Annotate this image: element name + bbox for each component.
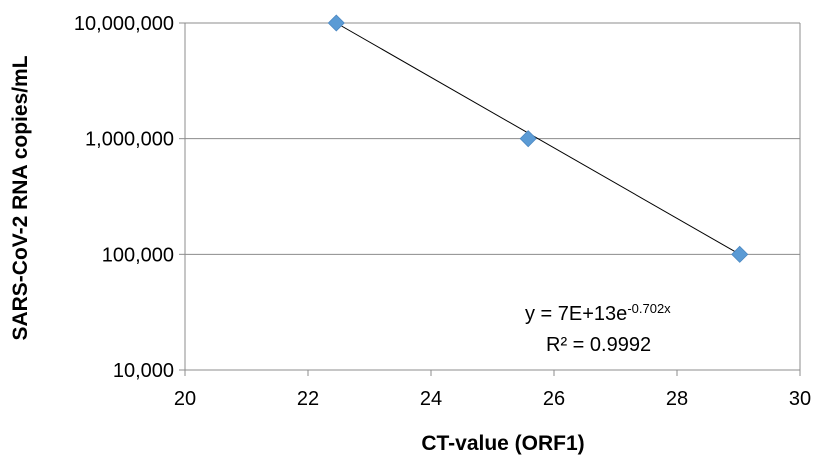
data-point-marker bbox=[519, 130, 537, 148]
x-tick-label: 30 bbox=[789, 388, 811, 410]
data-points bbox=[327, 14, 749, 263]
x-tick-label: 24 bbox=[420, 388, 442, 410]
y-tick-label: 10,000 bbox=[113, 360, 174, 382]
trendline-layer bbox=[336, 22, 740, 255]
x-tick-label: 26 bbox=[543, 388, 565, 410]
y-tick-label: 1,000,000 bbox=[85, 129, 174, 151]
equation-base: y = 7E+13e bbox=[525, 303, 627, 325]
gridlines bbox=[185, 22, 800, 371]
x-tick-label: 20 bbox=[174, 388, 196, 410]
trendline-equation: y = 7E+13e-0.702x bbox=[525, 301, 671, 326]
x-axis-title: CT-value (ORF1) bbox=[421, 432, 584, 455]
equation-exponent: -0.702x bbox=[627, 301, 671, 316]
x-tick-label: 28 bbox=[666, 388, 688, 410]
y-tick-label: 100,000 bbox=[102, 244, 174, 266]
trendline bbox=[336, 22, 740, 255]
r-squared-label: R² = 0.9992 bbox=[546, 334, 651, 356]
y-axis-title: SARS-CoV-2 RNA copies/mL bbox=[9, 55, 32, 340]
tick-labels: 10,000 100,000 1,000,000 10,000,000 20 22 24 26… bbox=[74, 13, 811, 410]
x-tick-label: 22 bbox=[297, 388, 319, 410]
y-tick-label: 10,000,000 bbox=[74, 13, 174, 35]
data-point-marker bbox=[731, 245, 749, 263]
axes bbox=[179, 22, 801, 376]
data-point-marker bbox=[327, 14, 345, 32]
